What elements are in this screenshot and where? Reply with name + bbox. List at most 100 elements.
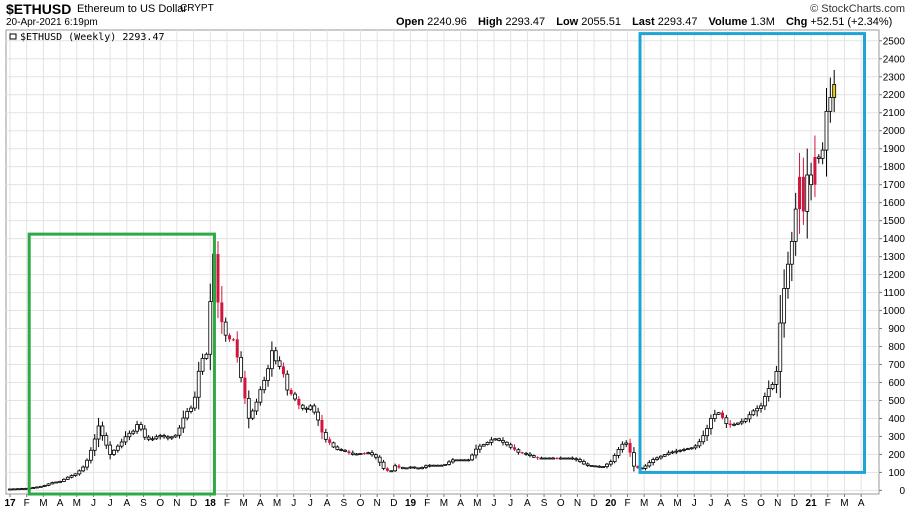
- candle-up: [658, 455, 663, 459]
- candle-up: [485, 441, 490, 445]
- candle-up: [131, 430, 136, 434]
- candle-up: [447, 461, 451, 465]
- candle-up: [285, 373, 290, 391]
- candle-up: [435, 464, 440, 467]
- candle-up: [104, 435, 109, 446]
- candle-up: [35, 486, 39, 489]
- candle-up: [142, 428, 147, 438]
- candle-up: [454, 459, 459, 462]
- candle-down: [231, 339, 235, 341]
- candle-up: [173, 434, 178, 438]
- candle-up: [558, 457, 563, 460]
- candle-up: [524, 452, 528, 455]
- candle-up: [782, 288, 787, 324]
- candle-up: [38, 485, 43, 488]
- candle-up: [8, 488, 12, 491]
- candle-up: [451, 459, 455, 463]
- candle-up: [697, 441, 702, 447]
- candle-up: [562, 457, 567, 460]
- x-tick-label: J: [508, 498, 513, 509]
- candle-down: [228, 335, 232, 340]
- candle-down: [536, 457, 540, 459]
- y-tick-label: 1400: [883, 234, 906, 245]
- volume-value: 1.3M: [750, 16, 775, 28]
- candle-up: [551, 457, 555, 460]
- candle-up: [154, 436, 159, 440]
- candle-down: [235, 339, 239, 358]
- candle-up: [504, 441, 509, 446]
- candle-up: [786, 263, 790, 289]
- candle-up: [96, 425, 101, 440]
- candle-down: [513, 447, 517, 450]
- candle-up: [316, 411, 321, 421]
- candle-up: [92, 438, 97, 451]
- high-label: High: [477, 16, 503, 28]
- chg-value: +52.51 (+2.34%): [810, 16, 893, 28]
- x-tick-label: J: [692, 498, 697, 509]
- y-tick-label: 2000: [883, 126, 906, 137]
- candle-up: [832, 84, 837, 98]
- x-tick-label: J: [91, 498, 96, 509]
- candle-up: [466, 459, 471, 462]
- chart-datetime: 20-Apr-2021 6:19pm: [6, 17, 98, 28]
- candle-up: [705, 428, 709, 437]
- x-tick-label: N: [774, 498, 781, 509]
- candle-up: [751, 410, 756, 416]
- candle-up: [789, 240, 794, 265]
- candle-up: [335, 446, 340, 450]
- blue-box: [638, 32, 866, 474]
- candle-up: [162, 435, 166, 438]
- x-tick-label: M: [273, 498, 281, 509]
- candle-up: [204, 353, 209, 359]
- candle-up: [254, 401, 259, 412]
- candle-up: [739, 420, 744, 424]
- x-tick-label: O: [757, 498, 765, 509]
- y-tick-label: 1700: [883, 180, 906, 191]
- candle-up: [678, 449, 683, 452]
- x-tick-label: F: [424, 498, 430, 509]
- candle-up: [73, 473, 78, 476]
- brand-watermark: © StockCharts.com: [810, 3, 905, 15]
- candle-up: [732, 423, 736, 426]
- y-tick-label: 0: [899, 486, 905, 497]
- candle-up: [62, 478, 66, 482]
- candle-up: [647, 462, 652, 467]
- candles: [8, 69, 837, 491]
- candle-up: [662, 454, 667, 457]
- x-tick-label: F: [24, 498, 30, 509]
- candle-up: [770, 384, 775, 389]
- candle-up: [366, 452, 371, 455]
- x-tick-label: N: [173, 498, 180, 509]
- x-tick-label: F: [224, 498, 230, 509]
- candle-up: [208, 301, 213, 355]
- x-tick-label: M: [473, 498, 481, 509]
- x-axis: 17 F M A M J J A S O N D 18 F M A M J J A S O N D 19 F M A M J J A S O N D 2…: [4, 494, 865, 509]
- x-tick-label: J: [708, 498, 713, 509]
- x-tick-label: D: [190, 498, 197, 509]
- candle-up: [581, 461, 586, 465]
- y-tick-label: 300: [888, 432, 905, 443]
- candle-up: [766, 388, 771, 397]
- candle-down: [220, 302, 224, 323]
- x-tick-label: A: [724, 498, 731, 509]
- candle-up: [239, 357, 243, 379]
- x-tick-label: S: [340, 498, 347, 509]
- candle-up: [589, 465, 594, 467]
- candle-up: [828, 97, 833, 112]
- candle-up: [574, 458, 579, 461]
- candle-up: [50, 482, 55, 485]
- x-tick-label: A: [457, 498, 464, 509]
- x-tick-label: J: [308, 498, 313, 509]
- grid: [6, 30, 879, 494]
- candle-up: [339, 449, 344, 451]
- candle-up: [19, 488, 24, 490]
- y-tick-label: 200: [888, 450, 905, 461]
- candle-up: [300, 404, 305, 409]
- candle-up: [809, 174, 813, 186]
- x-tick-label: O: [557, 498, 565, 509]
- candle-up: [716, 412, 721, 415]
- x-tick-label: J: [108, 498, 113, 509]
- candle-up: [323, 432, 328, 440]
- candle-up: [747, 414, 752, 420]
- candle-up: [381, 461, 386, 469]
